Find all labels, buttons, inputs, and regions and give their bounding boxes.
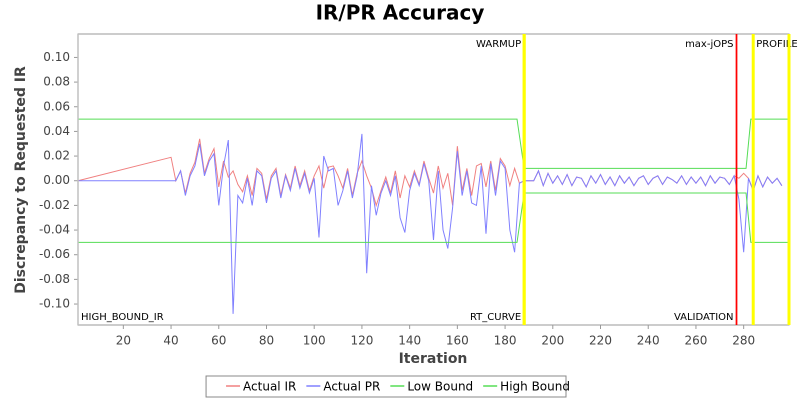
x-tick-label: 100 xyxy=(303,334,326,348)
y-axis-label: Discrepancy to Requested IR xyxy=(13,66,29,294)
x-tick-label: 220 xyxy=(589,334,612,348)
legend-label: Low Bound xyxy=(407,380,473,394)
series-line xyxy=(78,118,789,169)
y-tick-label: -0.02 xyxy=(39,198,70,212)
x-tick-label: 140 xyxy=(398,334,421,348)
y-tick-label: -0.08 xyxy=(39,272,70,286)
x-tick-label: 240 xyxy=(637,334,660,348)
x-tick-label: 280 xyxy=(732,334,755,348)
marker-label: PROFILE xyxy=(756,39,797,50)
marker-label: VALIDATION xyxy=(674,312,734,323)
y-tick-label: -0.04 xyxy=(39,223,70,237)
y-tick-label: -0.06 xyxy=(39,247,70,261)
marker-label: WARMUP xyxy=(476,39,521,50)
y-tick-label: 0.02 xyxy=(43,149,70,163)
marker-label: RT_CURVE xyxy=(470,312,521,323)
legend-label: Actual PR xyxy=(323,380,380,394)
x-tick-label: 60 xyxy=(211,334,226,348)
marker-label: HIGH_BOUND_IR xyxy=(81,312,164,323)
x-tick-label: 120 xyxy=(350,334,373,348)
y-tick-label: 0.04 xyxy=(43,124,70,138)
y-tick-label: 0.08 xyxy=(43,75,70,89)
x-axis-label: Iteration xyxy=(399,351,468,367)
legend-box xyxy=(205,375,567,398)
y-tick-label: 0.10 xyxy=(43,50,70,64)
series-line xyxy=(78,133,783,314)
series-line xyxy=(78,192,789,243)
legend-label: Actual IR xyxy=(243,380,296,394)
chart-title: IR/PR Accuracy xyxy=(316,1,485,25)
y-tick-label: 0.00 xyxy=(43,173,70,187)
x-tick-label: 260 xyxy=(684,334,707,348)
legend-label: High Bound xyxy=(500,380,570,394)
x-tick-label: 20 xyxy=(116,334,131,348)
legend: Actual IR Actual PR Low Bound High Bound xyxy=(205,375,570,398)
y-tick-label: -0.10 xyxy=(39,297,70,311)
x-tick-label: 40 xyxy=(163,334,178,348)
x-tick-label: 160 xyxy=(446,334,469,348)
x-tick-label: 80 xyxy=(259,334,274,348)
x-tick-label: 200 xyxy=(541,334,564,348)
marker-label: max-jOPS xyxy=(685,39,733,50)
plot-area xyxy=(77,33,790,326)
y-tick-label: 0.06 xyxy=(43,99,70,113)
x-tick-label: 180 xyxy=(494,334,517,348)
